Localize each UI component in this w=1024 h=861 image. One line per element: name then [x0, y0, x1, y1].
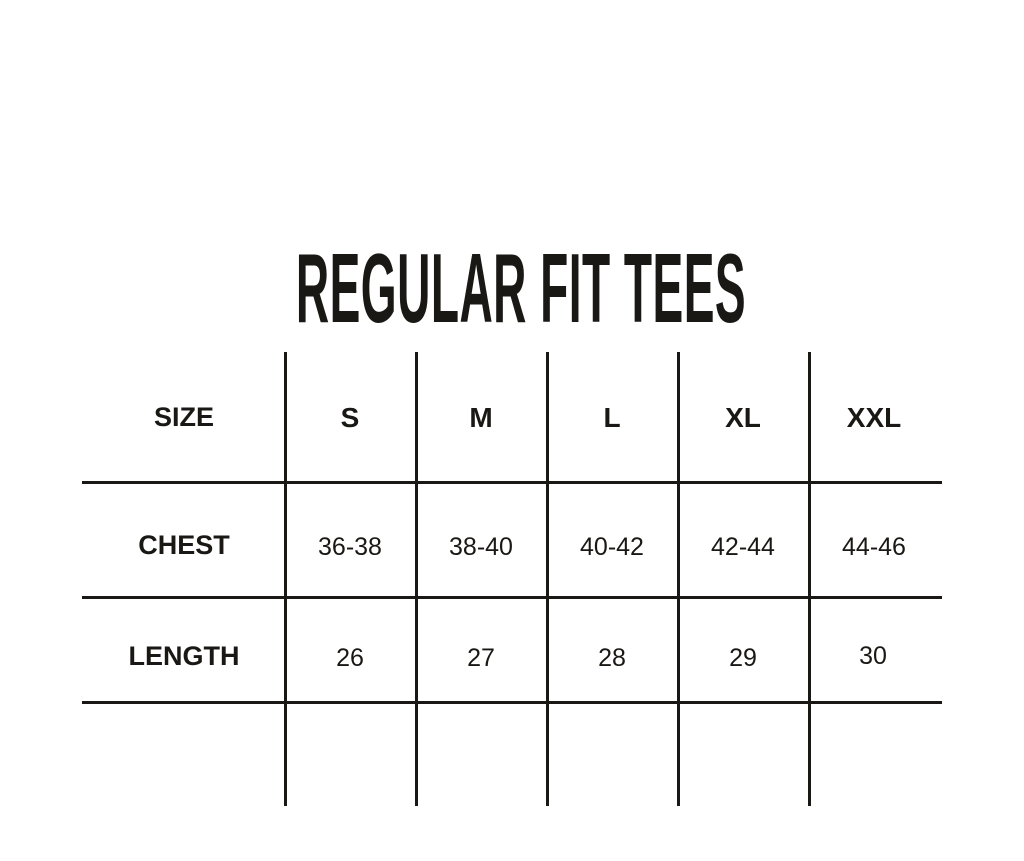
table-cell: 29 [729, 644, 757, 672]
row-label: CHEST [138, 530, 230, 560]
header-cell: M [469, 402, 493, 433]
row-divider [82, 596, 942, 599]
column-divider [284, 352, 287, 806]
table-cell: 26 [336, 644, 364, 672]
table-cell: 44-46 [842, 533, 906, 561]
header-cell: XL [725, 402, 761, 433]
table-cell: 42-44 [711, 533, 775, 561]
header-cell-size: SIZE [153, 402, 214, 432]
row-label: LENGTH [128, 641, 240, 671]
row-divider [82, 481, 942, 484]
column-divider [808, 352, 811, 806]
chart-title: REGULAR FIT TEES [295, 233, 747, 343]
table-cell: 40-42 [580, 533, 644, 561]
table-cell: 30 [859, 642, 887, 670]
table-cell: 28 [598, 644, 626, 672]
row-divider [82, 701, 942, 704]
column-divider [415, 352, 418, 806]
column-divider [677, 352, 680, 806]
table-cell: 27 [467, 644, 495, 672]
header-cell: S [340, 402, 360, 433]
header-cell: L [603, 402, 621, 433]
column-divider [546, 352, 549, 806]
table-cell: 36-38 [318, 533, 382, 561]
header-cell: XXL [846, 402, 902, 433]
table-cell: 38-40 [449, 533, 513, 561]
